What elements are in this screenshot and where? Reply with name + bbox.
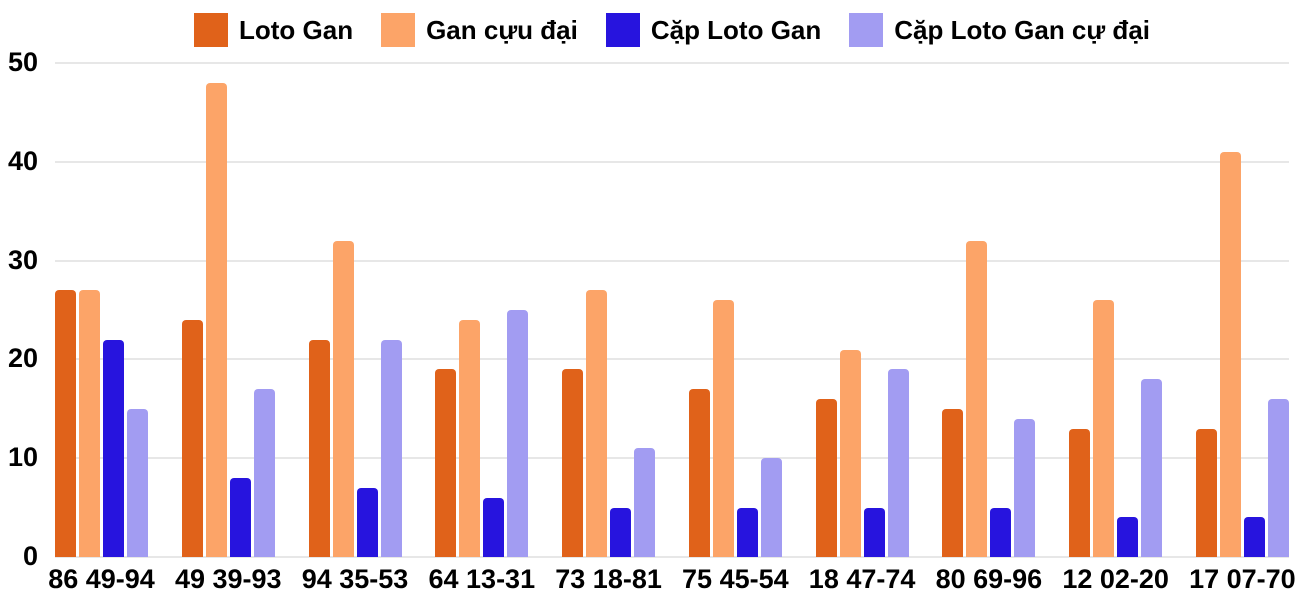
x-axis-label: 75 45-54	[682, 564, 789, 594]
bar-loto-gan	[435, 369, 457, 557]
chart-legend: Loto Gan Gan cựu đại Cặp Loto Gan Cặp Loto …	[55, 13, 1289, 47]
bar-gan-cuu-dai	[586, 290, 608, 557]
bar-cap-loto-gan-cu-dai	[253, 389, 275, 557]
bar-group: 75 45-54	[682, 63, 789, 593]
bar-loto-gan	[181, 319, 203, 557]
bar-group: 17 07-70	[1189, 63, 1296, 593]
bar-gan-cuu-dai	[966, 240, 988, 557]
legend-item-loto-gan[interactable]: Loto Gan	[193, 13, 354, 47]
x-axis-label: 17 07-70	[1189, 564, 1296, 594]
x-axis-label: 73 18-81	[555, 564, 662, 594]
bar-group: 18 47-74	[809, 63, 915, 593]
bar-loto-gan	[1069, 428, 1091, 557]
x-axis-label: 80 69-96	[935, 564, 1043, 594]
plot-area: 86 49-94 49 39-93 94 35-53 64 13-31 73 18-81…	[48, 62, 1296, 593]
bar-cap-loto-gan-cu-dai	[887, 369, 909, 557]
bar-group: 94 35-53	[302, 63, 408, 593]
legend-label: Cặp Loto Gan	[650, 15, 822, 45]
bar-cap-loto-gan	[1117, 517, 1139, 557]
bar-gan-cuu-dai	[332, 240, 354, 557]
bar-cap-loto-gan-cu-dai	[1267, 398, 1289, 557]
gridline	[55, 62, 1289, 64]
bar-cap-loto-gan-cu-dai	[380, 339, 402, 557]
y-axis-tick-label: 30	[7, 244, 38, 275]
bar-group: 64 13-31	[429, 63, 535, 593]
legend-label: Cặp Loto Gan cự đại	[894, 15, 1150, 45]
legend-item-cap-loto-gan-cu-dai[interactable]: Cặp Loto Gan cự đại	[849, 13, 1150, 47]
bar-gan-cuu-dai	[1219, 151, 1241, 557]
y-axis-tick-label: 50	[7, 46, 38, 77]
bar-gan-cuu-dai	[839, 349, 861, 557]
x-axis-label: 86 49-94	[48, 564, 155, 594]
bar-group: 12 02-20	[1062, 63, 1169, 593]
gridline	[55, 556, 1289, 558]
y-axis: 0 10 20 30 40 50	[0, 48, 38, 569]
bar-cap-loto-gan-cu-dai	[127, 408, 148, 557]
x-axis-label: 12 02-20	[1062, 564, 1169, 594]
bar-cap-loto-gan	[736, 507, 758, 557]
bar-gan-cuu-dai	[205, 82, 227, 557]
bar-loto-gan	[1195, 428, 1217, 557]
bar-loto-gan	[815, 398, 837, 557]
bar-loto-gan	[308, 339, 330, 557]
bar-loto-gan	[942, 408, 964, 557]
bar-cap-loto-gan	[610, 507, 632, 557]
y-axis-tick-label: 40	[7, 145, 38, 176]
y-axis-tick-label: 10	[7, 442, 38, 473]
gridline	[55, 358, 1289, 361]
gridline	[55, 160, 1289, 163]
bar-cap-loto-gan	[483, 497, 505, 557]
legend-label: Gan cựu đại	[426, 15, 578, 45]
bar-gan-cuu-dai	[1093, 300, 1115, 557]
bar-cap-loto-gan	[1243, 517, 1265, 557]
bar-groups-row: 86 49-94 49 39-93 94 35-53 64 13-31 73 18-81…	[48, 63, 1296, 593]
bar-cap-loto-gan-cu-dai	[507, 310, 529, 557]
bar-cap-loto-gan	[356, 487, 378, 557]
bar-loto-gan	[562, 369, 584, 557]
y-axis-tick-label: 0	[22, 540, 38, 571]
bar-cap-loto-gan-cu-dai	[1014, 418, 1036, 557]
bar-group: 49 39-93	[175, 63, 282, 593]
bar-group: 80 69-96	[936, 63, 1042, 593]
x-axis-label: 94 35-53	[301, 564, 409, 594]
bar-cap-loto-gan-cu-dai	[634, 448, 656, 557]
legend-item-cap-loto-gan[interactable]: Cặp Loto Gan	[605, 13, 822, 47]
x-axis-label: 18 47-74	[808, 564, 916, 594]
bar-gan-cuu-dai	[712, 300, 734, 557]
bar-cap-loto-gan	[990, 507, 1012, 557]
bar-gan-cuu-dai	[459, 319, 481, 557]
legend-swatch-cap-loto-gan	[605, 13, 640, 47]
legend-swatch-loto-gan	[193, 13, 228, 47]
bar-group: 86 49-94	[48, 63, 155, 593]
bar-cap-loto-gan-cu-dai	[760, 458, 782, 557]
gridline	[55, 457, 1289, 460]
legend-item-gan-cuu-dai[interactable]: Gan cựu đại	[381, 13, 578, 47]
legend-swatch-gan-cuu-dai	[381, 13, 416, 47]
bar-gan-cuu-dai	[79, 290, 100, 557]
bar-cap-loto-gan	[863, 507, 885, 557]
bar-cap-loto-gan-cu-dai	[1141, 379, 1163, 557]
bar-cap-loto-gan	[103, 339, 124, 557]
y-axis-tick-label: 20	[7, 343, 38, 374]
bar-loto-gan	[55, 290, 76, 557]
bar-cap-loto-gan	[229, 477, 251, 557]
x-axis-label: 49 39-93	[174, 564, 282, 594]
bar-group: 73 18-81	[555, 63, 662, 593]
bar-loto-gan	[688, 389, 710, 557]
legend-label: Loto Gan	[238, 15, 354, 45]
gridline	[55, 259, 1289, 262]
x-axis-label: 64 13-31	[428, 564, 536, 594]
legend-swatch-cap-loto-gan-cu-dai	[849, 13, 884, 47]
